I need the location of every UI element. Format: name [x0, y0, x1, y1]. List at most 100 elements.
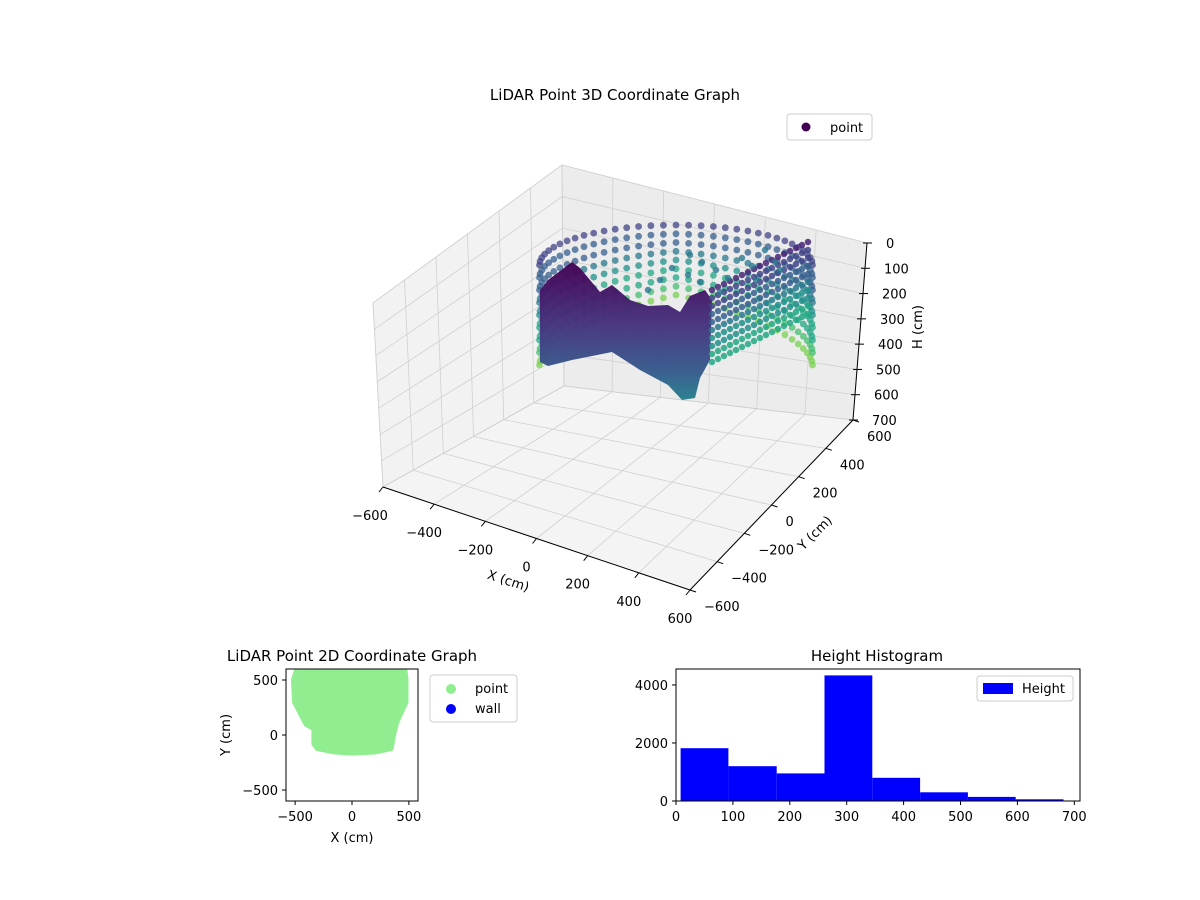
point-marker [720, 312, 728, 320]
grid-line-wall-left [372, 302, 384, 488]
point-marker [744, 324, 752, 332]
point-marker [762, 259, 770, 267]
point-marker [545, 271, 553, 279]
point-marker [685, 240, 692, 247]
point-marker [721, 224, 729, 232]
y-tick-mark [798, 476, 805, 480]
point-marker [600, 259, 608, 267]
point-marker [774, 277, 782, 285]
histogram-ticks: 0 100 200 300 400 500 600 700 0 2000 4000 [635, 679, 1087, 825]
point-marker [798, 281, 806, 289]
x-tick-mark [480, 521, 486, 527]
point-marker [754, 229, 762, 237]
grid-line-wall-left [435, 256, 444, 454]
point-marker [738, 311, 746, 319]
point-marker [714, 283, 722, 291]
point-marker [774, 293, 782, 301]
histogram-bar [824, 675, 873, 801]
chart-3d: LiDAR Point 3D Coordinate Graph 0 100 200 3… [352, 86, 926, 627]
point-marker [600, 281, 608, 288]
y-tick-label-histogram: 0 [660, 795, 668, 810]
x-tick-label: −400 [406, 526, 442, 541]
point-marker [804, 310, 812, 318]
point-marker [744, 238, 752, 246]
point-marker [656, 276, 664, 284]
point-marker [786, 263, 794, 271]
point-marker [720, 280, 728, 288]
point-marker [590, 251, 598, 259]
point-marker [762, 267, 770, 275]
z-axis-label: H (cm) [911, 305, 926, 349]
point-marker [732, 314, 740, 322]
legend-2d-label-point: point [475, 682, 508, 697]
x-tick-label-histogram: 700 [1062, 810, 1087, 825]
legend-histogram: Height [976, 675, 1074, 702]
point-marker [768, 320, 776, 328]
point-marker [792, 260, 800, 268]
x-axis-label-2d: X (cm) [331, 831, 374, 846]
point-marker [804, 286, 812, 294]
point-marker [563, 249, 571, 256]
y-axis-label-2d: Y (cm) [219, 714, 234, 757]
point-marker [774, 301, 782, 309]
point-marker [768, 296, 776, 304]
x-tick-mark [378, 486, 384, 493]
z-tick-label: 600 [874, 389, 899, 404]
point-marker [792, 316, 800, 324]
point-marker [780, 290, 788, 298]
point-cloud-front [644, 238, 812, 366]
point-marker [660, 249, 667, 256]
point-marker [750, 281, 758, 289]
histogram-bar [872, 777, 921, 801]
point-marker [623, 224, 631, 232]
point-marker [721, 244, 729, 252]
point-marker [726, 349, 734, 357]
point-marker [788, 336, 796, 343]
point-marker [590, 262, 598, 270]
point-marker [710, 223, 717, 230]
point-marker [798, 305, 806, 313]
point-marker [726, 325, 734, 333]
legend-histogram-swatch [983, 683, 1013, 694]
point-marker [647, 269, 655, 277]
point-marker [708, 310, 716, 318]
point-marker [635, 272, 642, 279]
point-marker [708, 302, 716, 310]
point-marker [744, 284, 752, 292]
point-marker [798, 289, 806, 297]
point-marker [754, 251, 762, 259]
point-marker [647, 231, 655, 239]
point-marker [668, 264, 676, 272]
point-marker [726, 301, 734, 309]
point-marker [774, 325, 782, 333]
point-marker [798, 297, 806, 305]
point-marker [720, 328, 728, 336]
point-marker [733, 267, 741, 275]
y-tick-mark [744, 532, 751, 536]
point-marker [623, 274, 631, 282]
point-marker [720, 296, 728, 304]
point-marker [756, 318, 764, 326]
chart-3d-title: LiDAR Point 3D Coordinate Graph [490, 86, 740, 104]
point-marker [738, 287, 746, 295]
point-marker [714, 307, 722, 315]
point-marker [744, 332, 752, 340]
point-marker [756, 286, 764, 294]
point-marker [600, 238, 608, 246]
point-marker [762, 307, 770, 315]
histogram-bar [967, 796, 1016, 801]
x-tick-label: 200 [565, 578, 590, 593]
point-marker [809, 274, 816, 281]
point-marker [762, 283, 770, 291]
point-marker [647, 260, 655, 267]
point-marker [798, 265, 806, 273]
point-marker [732, 330, 740, 338]
point-marker [660, 285, 667, 293]
point-marker [647, 222, 655, 230]
grid-line-z [374, 196, 866, 330]
point-marker [611, 225, 619, 233]
point-marker [714, 299, 722, 307]
point-marker [780, 314, 788, 322]
point-marker [647, 250, 655, 258]
point-marker [786, 279, 794, 287]
